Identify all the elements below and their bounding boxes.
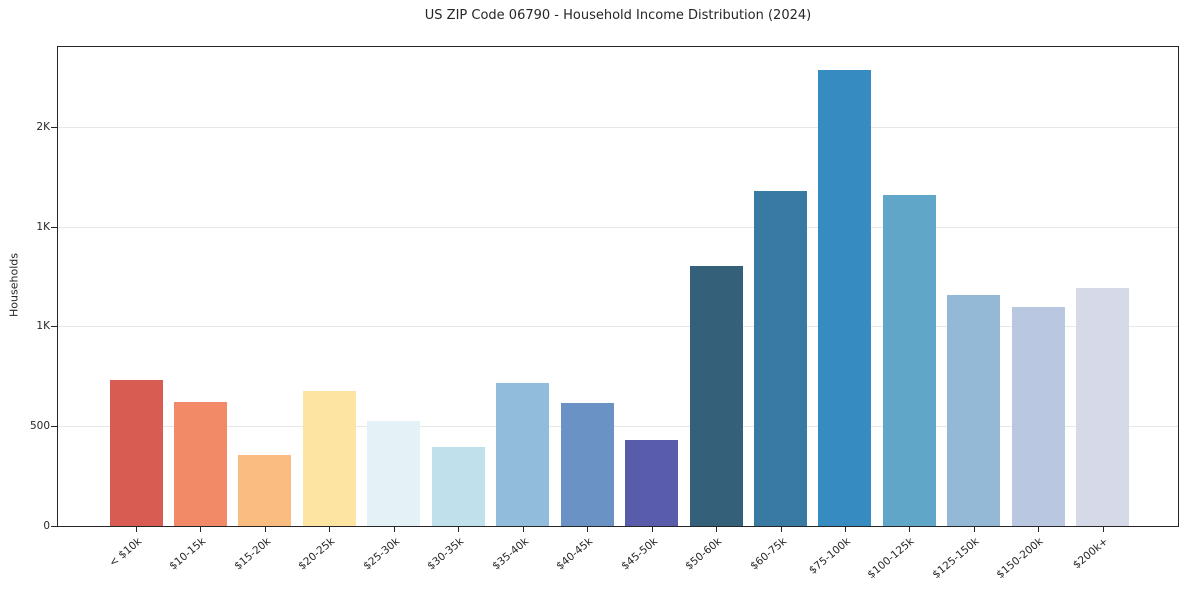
y-tick-label: 2K: [36, 121, 50, 133]
y-axis-label: Households: [7, 253, 21, 317]
bar: [625, 440, 678, 526]
x-tick-mark: [394, 527, 395, 532]
y-tick-mark: [51, 326, 57, 327]
plot-area: [57, 46, 1179, 527]
chart-title: US ZIP Code 06790 - Household Income Dis…: [424, 8, 812, 23]
bar: [947, 295, 1000, 526]
bar: [561, 403, 614, 526]
x-tick-mark: [781, 527, 782, 532]
bar: [432, 447, 485, 526]
x-tick-mark: [845, 527, 846, 532]
x-tick-mark: [652, 527, 653, 532]
y-tick-mark: [51, 526, 57, 527]
bar: [110, 380, 163, 526]
y-tick-label: 1K: [36, 221, 50, 233]
x-tick-mark: [458, 527, 459, 532]
gridline-y-2000: [58, 127, 1178, 128]
bar: [238, 455, 291, 526]
bar: [174, 402, 227, 526]
x-tick-mark: [974, 527, 975, 532]
bar: [303, 391, 356, 526]
x-tick-mark: [265, 527, 266, 532]
x-tick-mark: [587, 527, 588, 532]
x-tick-mark: [200, 527, 201, 532]
bar: [818, 70, 871, 526]
y-tick-label: 1K: [36, 320, 50, 332]
gridline-y-1500: [58, 227, 1178, 228]
y-tick-mark: [51, 127, 57, 128]
x-tick-mark: [1038, 527, 1039, 532]
bar: [1076, 288, 1129, 526]
x-tick-mark: [716, 527, 717, 532]
x-tick-mark: [136, 527, 137, 532]
x-tick-mark: [329, 527, 330, 532]
bar: [367, 421, 420, 526]
y-tick-label: 0: [43, 520, 50, 532]
bar: [496, 383, 549, 526]
bar: [883, 195, 936, 526]
gridline-y-500: [58, 426, 1178, 427]
bar: [1012, 307, 1065, 526]
bar: [690, 266, 743, 526]
gridline-y-1000: [58, 326, 1178, 327]
x-tick-mark: [1103, 527, 1104, 532]
x-tick-mark: [909, 527, 910, 532]
y-tick-label: 500: [29, 420, 50, 432]
bar: [754, 191, 807, 526]
y-tick-mark: [51, 426, 57, 427]
x-tick-mark: [523, 527, 524, 532]
y-tick-mark: [51, 227, 57, 228]
